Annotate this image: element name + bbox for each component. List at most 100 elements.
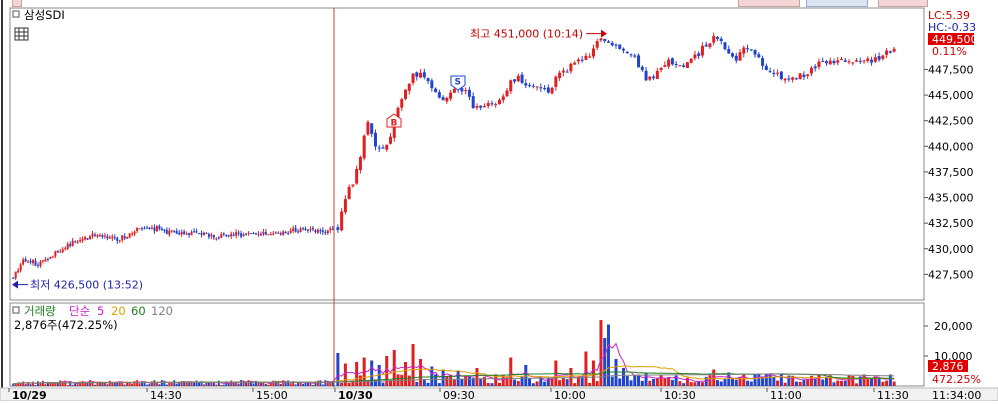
volume-bar — [111, 381, 114, 386]
volume-bar — [452, 379, 456, 386]
candle-body — [331, 229, 334, 231]
volume-bar — [655, 378, 659, 386]
volume-tick-label: 10,000 — [934, 350, 973, 363]
volume-bar — [79, 381, 82, 386]
volume-bar — [27, 382, 30, 386]
candle-body — [757, 54, 761, 58]
candle-body — [121, 235, 124, 241]
volume-bars[interactable] — [12, 320, 896, 386]
volume-bar — [173, 380, 176, 386]
volume-legend-ma60: 60 — [131, 304, 146, 318]
time-tick-label: 10/29 — [12, 389, 47, 401]
candle-body — [133, 231, 136, 235]
grid-icon[interactable] — [14, 27, 29, 41]
candle-body — [659, 68, 663, 71]
volume-bar — [531, 383, 535, 386]
candle-body — [437, 92, 441, 98]
volume-bar — [307, 382, 309, 386]
candle-body — [173, 231, 176, 233]
candle-body — [165, 229, 168, 234]
volume-collapse-box-icon[interactable] — [12, 306, 20, 314]
candle-body — [56, 251, 59, 253]
price-axis: 427,500 430,000 432,500 435,000 437,500 440,0… — [924, 63, 974, 281]
volume-ma120-line — [13, 373, 895, 385]
stock-title: 삼성SDI — [24, 8, 65, 22]
current-volume-label: 2,876 — [932, 360, 964, 373]
price-tick-label: 437,500 — [928, 166, 974, 179]
candle-body — [93, 234, 96, 236]
candle-body — [614, 44, 618, 46]
volume-bar — [753, 374, 757, 386]
volume-bar — [69, 381, 72, 386]
candle-body — [441, 97, 445, 101]
volume-bar — [274, 380, 277, 386]
candle-body — [652, 76, 656, 79]
volume-bar — [343, 363, 347, 386]
volume-bar — [108, 380, 111, 386]
volume-bar — [91, 382, 94, 386]
candle-body — [324, 232, 327, 234]
volume-bar — [24, 384, 27, 386]
candle-body — [153, 227, 156, 231]
window-tab-marker[interactable] — [738, 0, 800, 7]
volume-bar — [126, 381, 129, 386]
volume-bar — [222, 384, 225, 386]
candle-body — [14, 271, 17, 279]
volume-bar — [528, 377, 532, 386]
volume-bar — [437, 383, 441, 386]
volume-bar — [858, 376, 862, 386]
current-volume-ratio: 472.25% — [932, 373, 981, 386]
candle-body — [108, 237, 111, 239]
volume-bar — [331, 380, 334, 386]
volume-bar — [336, 353, 340, 386]
volume-bar — [757, 374, 761, 386]
sell-marker-label: S — [455, 78, 461, 88]
volume-tick-label: 20,000 — [934, 320, 973, 333]
candle-body — [289, 230, 292, 233]
volume-bar — [851, 375, 855, 386]
candle-body — [188, 233, 191, 235]
candles[interactable] — [12, 32, 896, 281]
hc-label: HC:-0.33 — [928, 21, 976, 34]
volume-bar — [51, 382, 54, 386]
candle-body — [195, 231, 198, 233]
candle-body — [79, 239, 82, 242]
volume-bar — [76, 384, 79, 386]
window-tab-marker[interactable] — [806, 0, 868, 7]
candle-body — [123, 236, 126, 239]
time-tick-label: 09:30 — [443, 389, 475, 401]
volume-bar — [158, 384, 161, 386]
volume-bar — [93, 384, 96, 386]
price-tick-label: 445,000 — [928, 89, 974, 102]
candle-body — [791, 77, 795, 80]
candle-body — [27, 261, 30, 263]
volume-bar — [595, 381, 599, 386]
candle-body — [475, 106, 479, 108]
candle-body — [185, 233, 188, 235]
volume-legend-ma-label: 단순 — [69, 304, 90, 318]
volume-bar — [749, 381, 753, 386]
volume-bar — [314, 381, 317, 386]
volume-legend-ma120: 120 — [151, 304, 173, 318]
window-tab-marker[interactable] — [878, 0, 928, 7]
candle-body — [294, 227, 297, 232]
collapse-box-icon[interactable] — [12, 10, 20, 18]
volume-bar — [640, 380, 644, 386]
candle-body — [207, 233, 210, 237]
candle-body — [183, 231, 186, 235]
candle-body — [113, 237, 116, 239]
candle-body — [96, 235, 99, 237]
candle-body — [873, 57, 877, 62]
candle-body — [663, 65, 667, 67]
current-price-label: 449,500 — [932, 33, 978, 46]
candle-body — [381, 147, 385, 149]
candle-body — [71, 240, 74, 246]
window-tab-marker[interactable] — [12, 0, 22, 7]
candle-body — [817, 61, 821, 68]
volume-bar — [351, 380, 355, 386]
volume-bar — [873, 376, 877, 386]
candle-body — [531, 85, 535, 87]
volume-bar — [262, 382, 265, 386]
volume-bar — [217, 380, 220, 386]
